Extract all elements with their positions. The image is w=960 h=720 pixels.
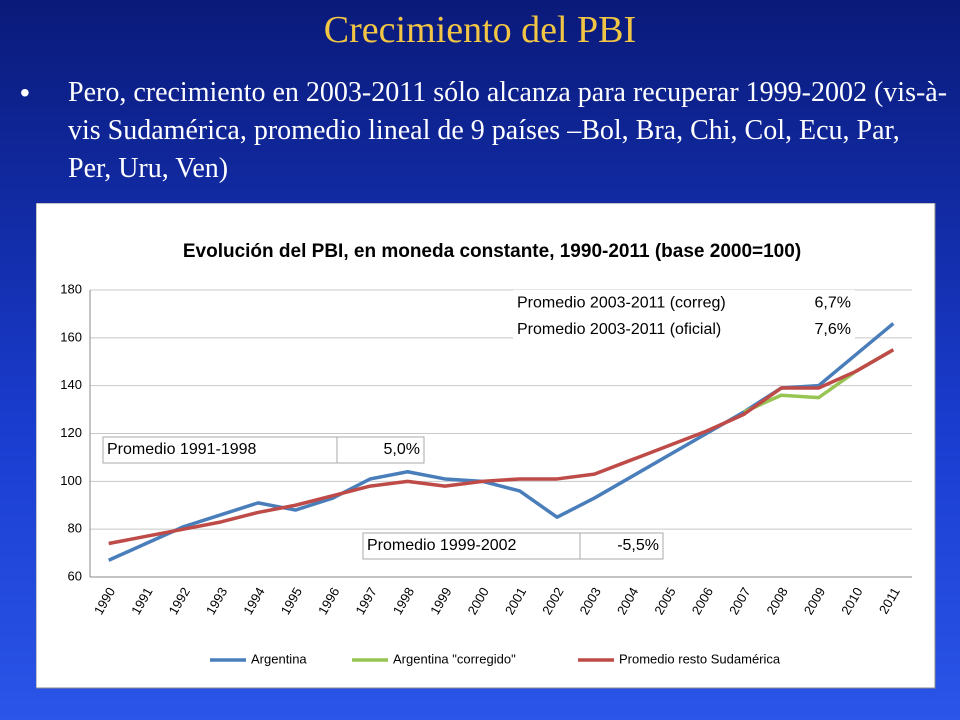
y-tick-label: 120 — [60, 425, 82, 440]
bullet-dot: • — [20, 77, 30, 108]
annotation-label: Promedio 1991-1998 — [107, 441, 257, 458]
legend-label: Argentina — [251, 651, 307, 666]
annotation-label: Promedio 2003-2011 (oficial) — [517, 321, 721, 338]
annotation-box — [362, 532, 664, 560]
annotation-box — [513, 290, 855, 343]
series-line — [108, 348, 895, 546]
y-tick-label: 80 — [68, 521, 82, 536]
chart: Evolución del PBI, en moneda constante, … — [36, 203, 936, 689]
legend-label: Argentina "corregido" — [393, 651, 516, 666]
y-tick-label: 180 — [60, 281, 82, 296]
y-tick-label: 140 — [60, 377, 82, 392]
annotation-value: 7,6% — [815, 321, 851, 338]
annotation-box — [102, 436, 425, 464]
y-tick-label: 100 — [60, 473, 82, 488]
legend-label: Promedio resto Sudamérica — [619, 651, 781, 666]
annotation-value: -5,5% — [617, 537, 659, 554]
chart-title: Evolución del PBI, en moneda constante, … — [183, 241, 801, 262]
annotation-label: Promedio 1999-2002 — [367, 537, 517, 554]
annotation-label: Promedio 2003-2011 (correg) — [517, 294, 726, 311]
y-tick-label: 160 — [60, 329, 82, 344]
annotation-value: 6,7% — [815, 294, 851, 311]
bullet-text: Pero, crecimiento en 2003-2011 sólo alca… — [68, 77, 948, 184]
y-tick-label: 60 — [68, 568, 82, 583]
annotation-value: 5,0% — [384, 441, 420, 458]
slide-title: Crecimiento del PBI — [323, 9, 637, 51]
